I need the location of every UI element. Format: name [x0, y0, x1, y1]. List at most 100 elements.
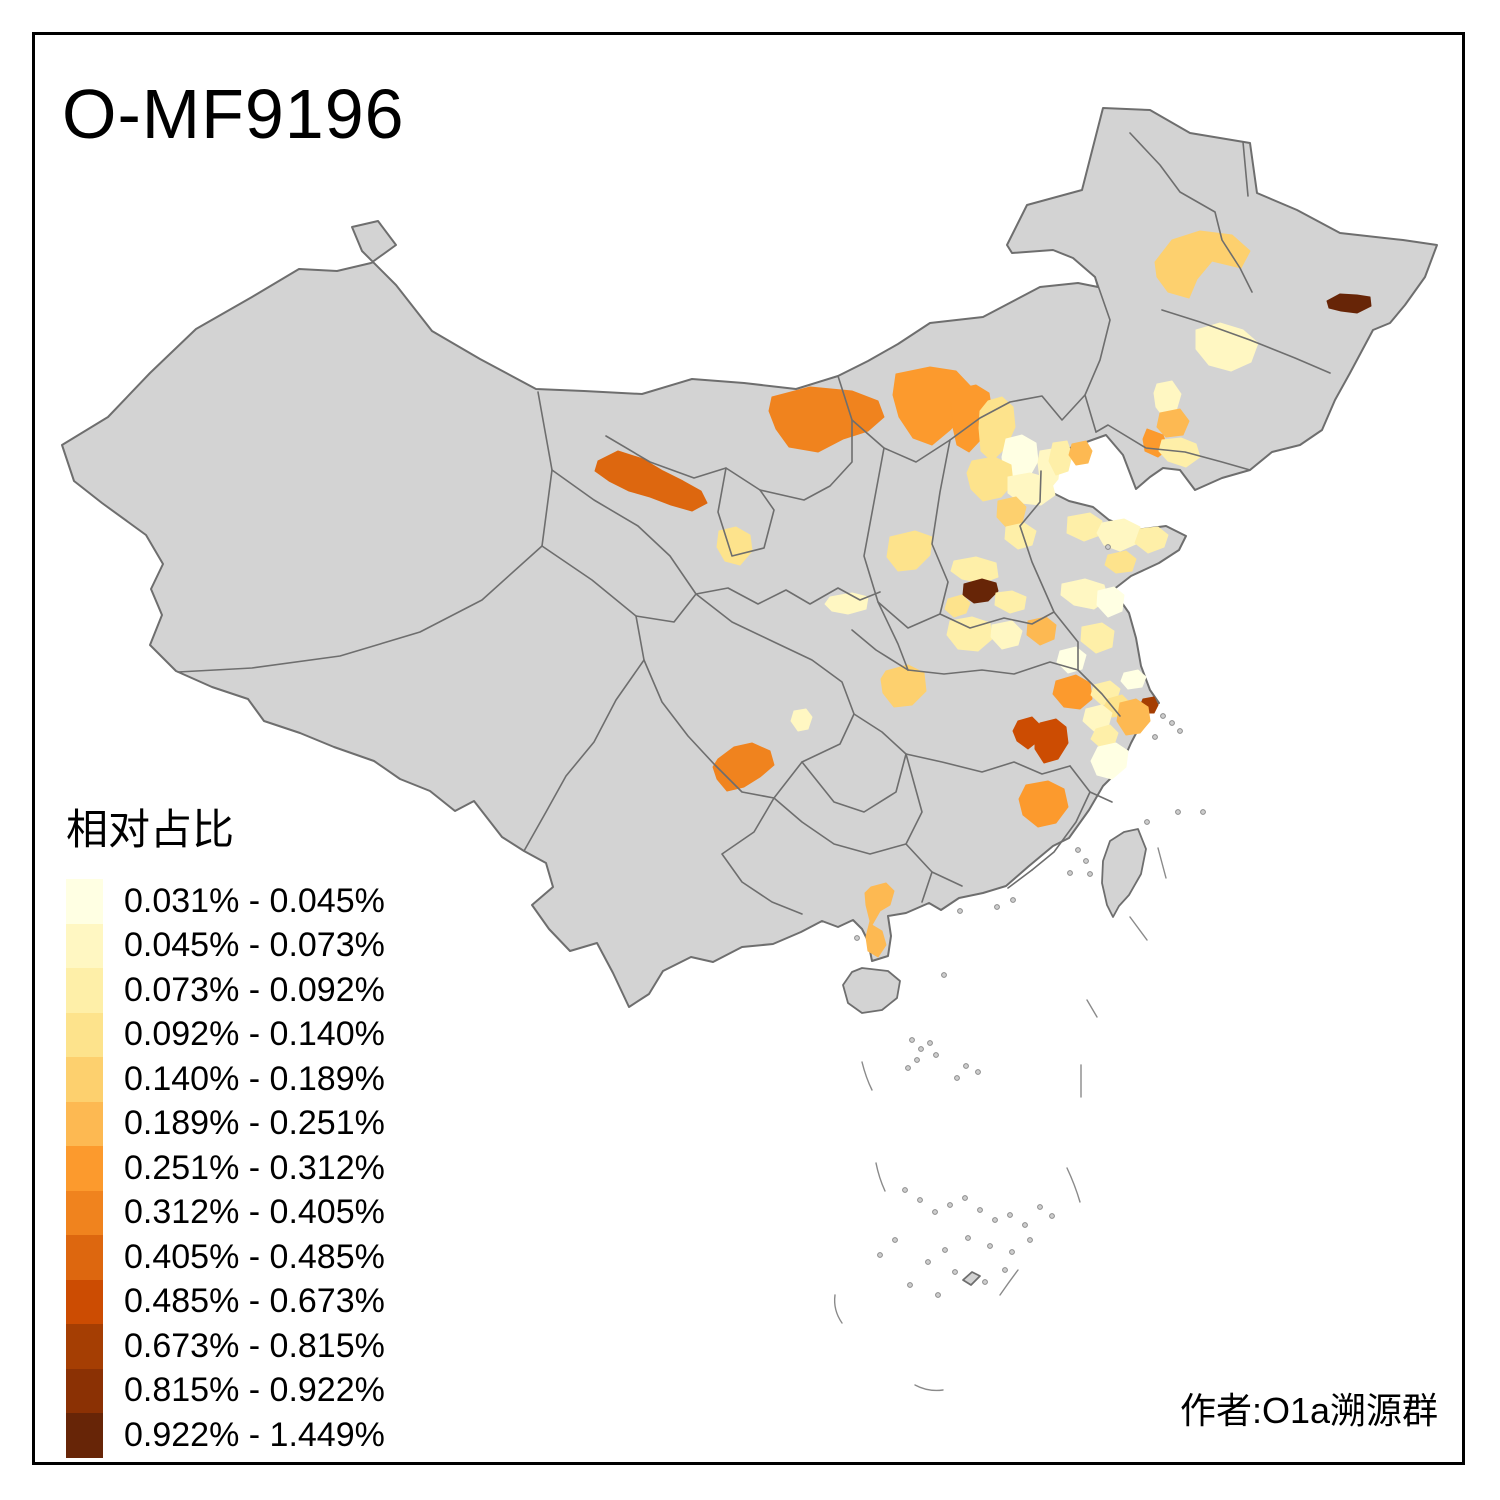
map-region — [1018, 780, 1069, 828]
islet — [935, 1292, 941, 1298]
islet — [892, 1237, 898, 1243]
legend-items: 0.031% - 0.045% 0.045% - 0.073% 0.073% - 0… — [66, 879, 385, 1458]
islet — [941, 972, 947, 978]
legend-label: 0.140% - 0.189% — [124, 1059, 385, 1098]
legend-item: 0.251% - 0.312% — [66, 1146, 385, 1191]
islet — [1169, 720, 1175, 726]
province-border — [863, 447, 909, 671]
map-region — [962, 578, 999, 604]
map-region — [1080, 622, 1115, 654]
map-region — [1134, 526, 1169, 554]
islet — [1010, 897, 1016, 903]
legend-item: 0.031% - 0.045% — [66, 879, 385, 924]
legend-swatch — [66, 923, 103, 968]
legend-item: 0.092% - 0.140% — [66, 1012, 385, 1057]
islet — [952, 1269, 958, 1275]
islet — [1144, 819, 1150, 825]
islet — [963, 1063, 969, 1069]
islet — [965, 1235, 971, 1241]
legend: 相对占比 0.031% - 0.045% 0.045% - 0.073% 0.073… — [66, 796, 385, 1458]
map-region — [990, 620, 1023, 650]
province-border — [1053, 611, 1079, 671]
province-border — [1031, 765, 1091, 871]
islet — [914, 1057, 920, 1063]
map-region — [1068, 440, 1093, 466]
map-region — [1096, 518, 1141, 552]
map-region — [1052, 674, 1093, 710]
legend-label: 0.045% - 0.073% — [124, 926, 385, 965]
province-border — [1095, 424, 1251, 471]
legend-item: 0.189% - 0.251% — [66, 1101, 385, 1146]
map-region — [1048, 440, 1073, 476]
islet — [918, 1046, 924, 1052]
islet — [942, 1247, 948, 1253]
islet — [1087, 871, 1093, 877]
province-border — [695, 587, 881, 605]
islet — [933, 1052, 939, 1058]
islet — [1037, 1204, 1043, 1210]
province-border — [721, 797, 803, 915]
legend-swatch — [66, 1101, 103, 1146]
legend-item: 0.485% - 0.673% — [66, 1279, 385, 1324]
islet — [982, 1279, 988, 1285]
page-title: O-MF9196 — [62, 75, 405, 153]
islet — [932, 1209, 938, 1215]
islet — [1200, 809, 1206, 815]
legend-label: 0.922% - 1.449% — [124, 1415, 385, 1454]
legend-swatch — [66, 1368, 103, 1413]
map-region — [1007, 472, 1056, 506]
legend-item: 0.140% - 0.189% — [66, 1057, 385, 1102]
islet — [917, 1197, 923, 1203]
map-region — [1195, 322, 1259, 372]
reef-arc — [833, 1294, 843, 1324]
map-region — [790, 708, 813, 732]
province-border — [177, 391, 553, 673]
map-region — [864, 882, 895, 958]
legend-label: 0.073% - 0.092% — [124, 970, 385, 1009]
reef-arc — [914, 1384, 944, 1392]
legend-swatch — [66, 1190, 103, 1235]
map-region — [886, 530, 933, 572]
legend-swatch — [66, 1279, 103, 1324]
map-region — [594, 450, 708, 512]
island — [1101, 828, 1147, 918]
province-border — [1019, 525, 1055, 613]
islet — [987, 1243, 993, 1249]
legend-item: 0.045% - 0.073% — [66, 923, 385, 968]
reef-arc — [861, 1061, 873, 1091]
province-border — [717, 467, 775, 557]
legend-item: 0.405% - 0.485% — [66, 1235, 385, 1280]
map-region — [1156, 408, 1190, 438]
map-region — [1116, 698, 1151, 736]
islet — [962, 1195, 968, 1201]
province-border — [1019, 470, 1042, 527]
legend-swatch — [66, 1324, 103, 1369]
map-region — [1158, 437, 1201, 468]
legend-swatch — [66, 1146, 103, 1191]
province-border — [837, 375, 1086, 463]
province-border — [643, 593, 855, 799]
legend-swatch — [66, 1057, 103, 1102]
legend-title: 相对占比 — [66, 806, 235, 853]
province-border — [1089, 791, 1113, 803]
islet — [854, 935, 860, 941]
province-border — [907, 661, 1079, 675]
islet — [925, 1259, 931, 1265]
islet — [1022, 1222, 1028, 1228]
province-border — [921, 871, 933, 903]
islet — [1177, 728, 1183, 734]
legend-label: 0.312% - 0.405% — [124, 1193, 385, 1232]
map-region — [1326, 293, 1372, 314]
islet — [1067, 870, 1073, 876]
islet — [1049, 1213, 1055, 1219]
legend-label: 0.405% - 0.485% — [124, 1237, 385, 1276]
legend-label: 0.031% - 0.045% — [124, 881, 385, 920]
province-border — [1129, 132, 1253, 293]
legend-item: 0.673% - 0.815% — [66, 1324, 385, 1369]
legend-swatch — [66, 1235, 103, 1280]
map-region — [1104, 550, 1137, 574]
map-region — [1096, 586, 1125, 618]
islet — [1175, 809, 1181, 815]
